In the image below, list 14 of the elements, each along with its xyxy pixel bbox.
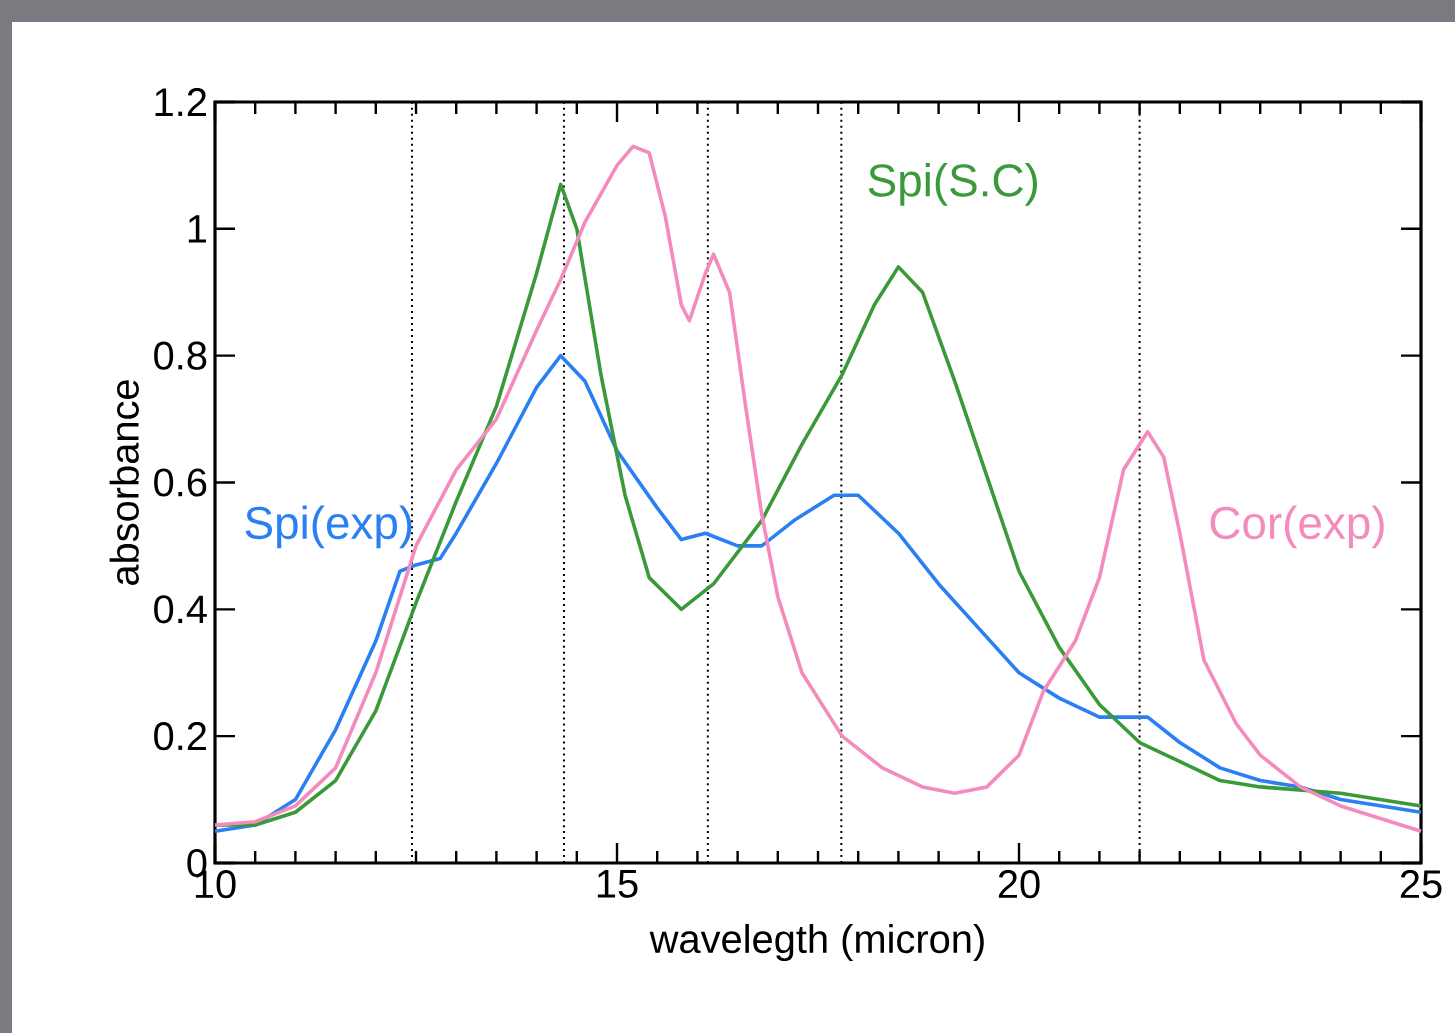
y-tick-label: 1 xyxy=(188,215,207,243)
x-tick-label: 20 xyxy=(998,870,1040,899)
y-tick-label: 0.6 xyxy=(154,468,207,497)
y-tick-label: 0.4 xyxy=(154,595,207,624)
x-tick-label: 15 xyxy=(597,870,638,898)
x-axis-title: wavelegth (micron) xyxy=(649,923,984,962)
y-tick-label: 0.8 xyxy=(154,341,207,370)
y-axis-title: absorbance xyxy=(109,380,139,585)
series-label: Spi(S.C) xyxy=(868,163,1037,206)
series-label: Cor(exp) xyxy=(1210,505,1384,549)
series-label: Spi(exp) xyxy=(245,505,412,549)
y-tick-label: 0.2 xyxy=(154,722,206,751)
x-tick-label: 25 xyxy=(1400,870,1442,899)
y-tick-label: 1.2 xyxy=(155,88,206,116)
